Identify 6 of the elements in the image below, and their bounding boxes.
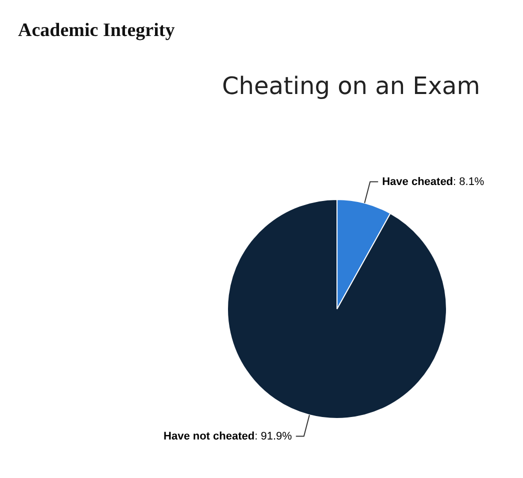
chart-subtitle: Cheating on an Exam (222, 72, 480, 100)
data-label: : 91.9% (254, 430, 292, 442)
slice-label: Have not cheated (164, 430, 255, 442)
data-label: : 8.1% (453, 176, 484, 188)
chart-title: Academic Integrity (18, 20, 175, 42)
slice-label: Have cheated (382, 176, 454, 188)
